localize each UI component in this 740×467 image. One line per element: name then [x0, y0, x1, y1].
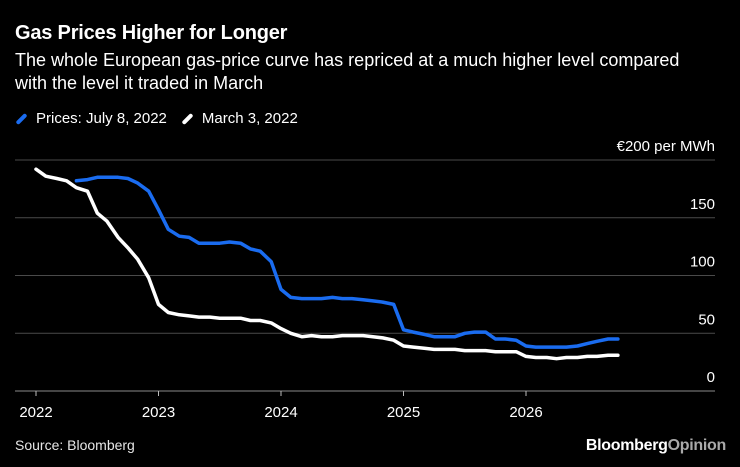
legend-item-march: March 3, 2022 [181, 110, 298, 127]
x-tick-labels: 2022 2023 2024 2025 2026 [19, 391, 543, 421]
y-tick-label: 100 [690, 254, 715, 271]
x-tick-label: 2023 [142, 404, 175, 421]
legend: Prices: July 8, 2022 March 3, 2022 [15, 110, 312, 127]
legend-label-march: March 3, 2022 [201, 110, 298, 127]
series-lines [34, 167, 620, 361]
x-tick-label: 2025 [387, 404, 420, 421]
chart-subtitle: The whole European gas-price curve has r… [15, 50, 680, 93]
source-note: Source: Bloomberg [15, 437, 135, 453]
y-tick-label: 150 [690, 196, 715, 213]
brand-logo: BloombergOpinion [586, 437, 726, 455]
gridlines [15, 159, 715, 392]
y-tick-label: 50 [698, 311, 715, 328]
legend-item-july: Prices: July 8, 2022 [15, 110, 167, 127]
x-tick-label: 2022 [19, 404, 52, 421]
legend-label-july: Prices: July 8, 2022 [36, 110, 167, 127]
y-tick-label: 0 [707, 369, 715, 386]
chart-title: Gas Prices Higher for Longer [15, 22, 288, 44]
x-tick-label: 2024 [264, 404, 297, 421]
brand-opinion: Opinion [667, 437, 727, 454]
y-tick-labels: 0 50 100 150 [690, 196, 715, 386]
x-tick-label: 2026 [509, 404, 542, 421]
brand-main: Bloomberg [585, 437, 668, 454]
series-line-july-8-2022 [74, 175, 620, 349]
series-line-march-3-2022 [34, 167, 620, 361]
y-unit-label: €200 per MWh [617, 138, 715, 155]
